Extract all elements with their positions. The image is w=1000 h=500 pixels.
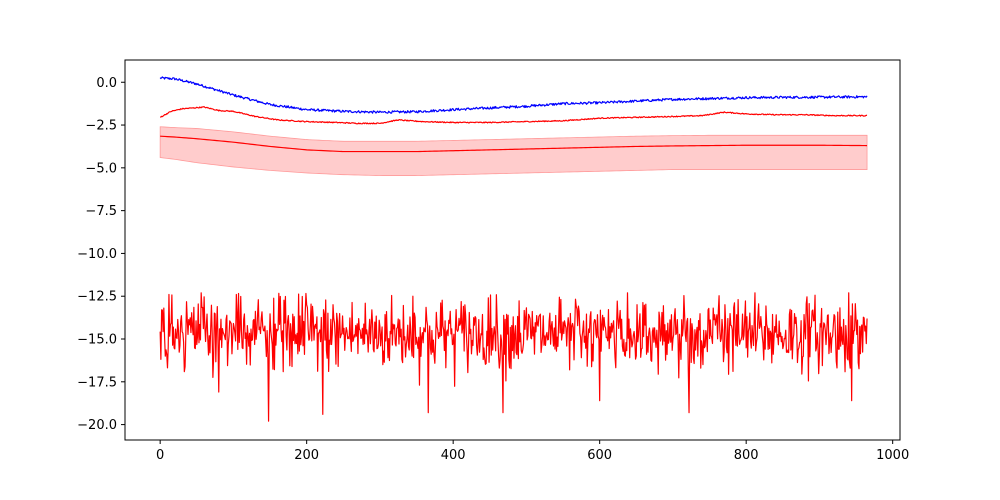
series-3-line — [159, 292, 868, 422]
x-tick-label: 600 — [587, 448, 612, 463]
y-tick-label: −5.0 — [85, 161, 117, 176]
x-tick-label: 400 — [441, 448, 466, 463]
y-tick-label: −20.0 — [77, 418, 117, 433]
y-tick-label: −15.0 — [77, 333, 117, 348]
axes: 0 200 400 600 800 1000 0.0 −2.5 −5.0 −7.5 −10.0 −12… — [77, 76, 909, 463]
y-tick-label: 0.0 — [96, 76, 117, 91]
x-tick-label: 0 — [156, 448, 164, 463]
x-tick-label: 1000 — [876, 448, 909, 463]
y-tick-label: −2.5 — [85, 119, 117, 134]
series-0-line — [159, 76, 868, 114]
x-tick-label: 800 — [734, 448, 759, 463]
series-2-band — [159, 126, 868, 176]
series-2-line — [160, 135, 868, 153]
plot-area — [159, 76, 868, 422]
y-tick-label: −10.0 — [77, 247, 117, 262]
y-tick-label: −7.5 — [85, 204, 117, 219]
y-tick-label: −12.5 — [77, 290, 117, 305]
y-tick-label: −17.5 — [77, 375, 117, 390]
axes-frame — [124, 59, 901, 441]
series-1-line — [160, 106, 868, 125]
x-tick-label: 200 — [294, 448, 319, 463]
